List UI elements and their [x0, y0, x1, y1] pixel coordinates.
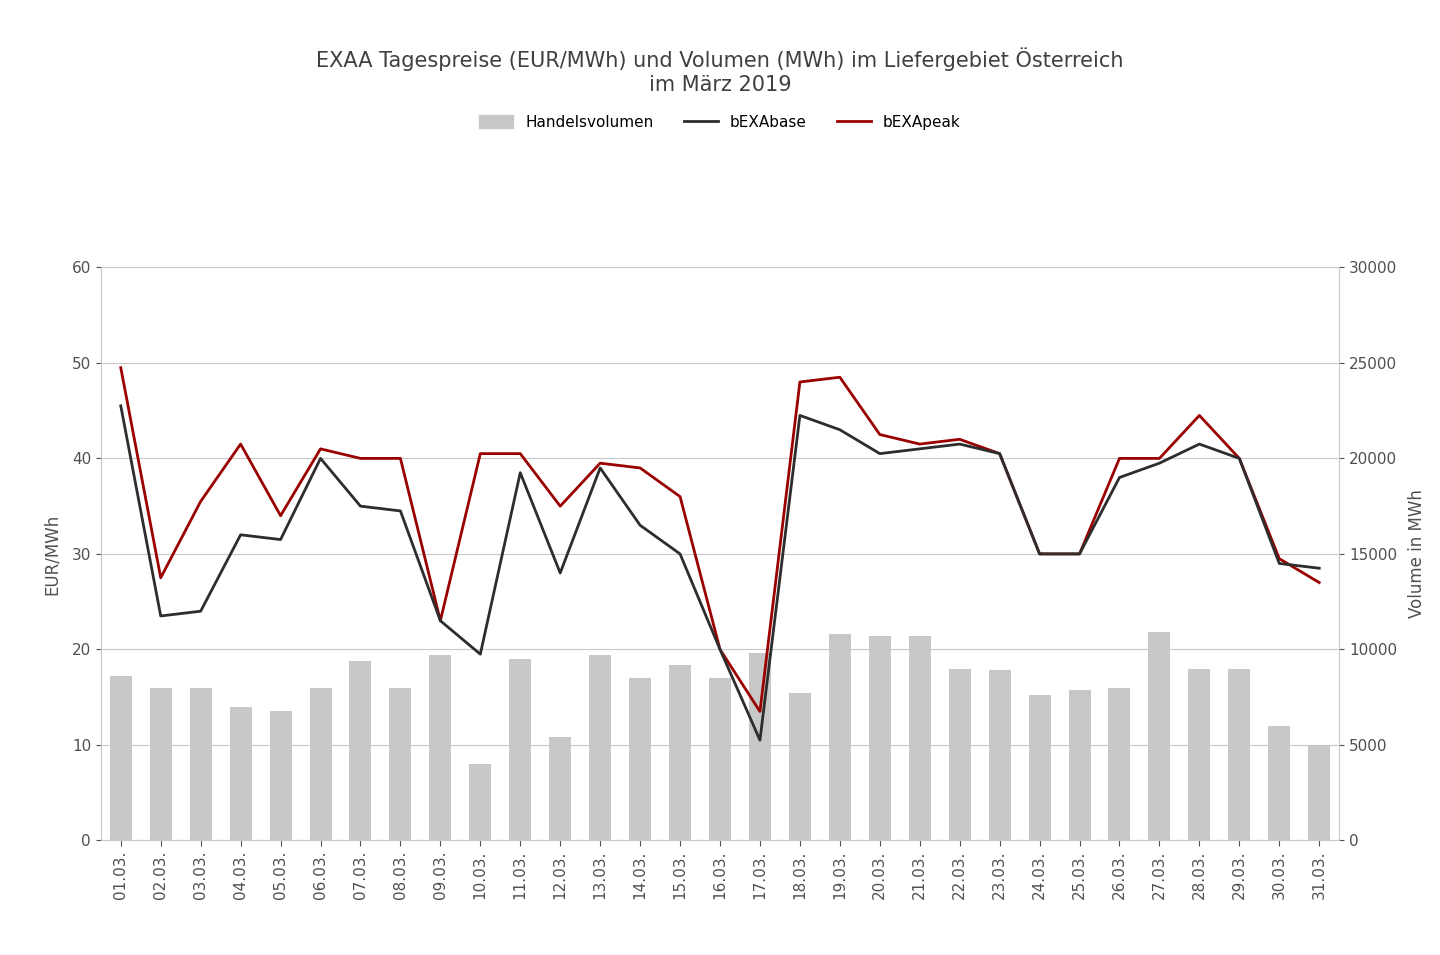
- Text: EXAA Tagespreise (EUR/MWh) und Volumen (MWh) im Liefergebiet Österreich
im März : EXAA Tagespreise (EUR/MWh) und Volumen (…: [317, 48, 1123, 95]
- Bar: [1149, 632, 1171, 840]
- Bar: [469, 764, 491, 840]
- Bar: [1068, 690, 1090, 840]
- Legend: Handelsvolumen, bEXAbase, bEXApeak: Handelsvolumen, bEXAbase, bEXApeak: [480, 115, 960, 130]
- Bar: [989, 670, 1011, 840]
- Bar: [1188, 668, 1211, 840]
- Bar: [1269, 726, 1290, 840]
- Y-axis label: EUR/MWh: EUR/MWh: [43, 513, 60, 595]
- Bar: [629, 678, 651, 840]
- Bar: [868, 636, 891, 840]
- Bar: [190, 688, 212, 840]
- Bar: [589, 655, 611, 840]
- Bar: [1028, 695, 1051, 840]
- Bar: [708, 678, 732, 840]
- Bar: [1109, 688, 1130, 840]
- Bar: [389, 688, 412, 840]
- Bar: [310, 688, 331, 840]
- Bar: [829, 634, 851, 840]
- Bar: [949, 668, 971, 840]
- Bar: [269, 711, 291, 840]
- Bar: [229, 707, 252, 840]
- Bar: [429, 655, 451, 840]
- Y-axis label: Volume in MWh: Volume in MWh: [1408, 490, 1426, 618]
- Bar: [549, 737, 572, 840]
- Bar: [909, 636, 930, 840]
- Bar: [1228, 668, 1250, 840]
- Bar: [510, 659, 531, 840]
- Bar: [670, 665, 691, 840]
- Bar: [109, 676, 132, 840]
- Bar: [350, 661, 372, 840]
- Bar: [1309, 745, 1331, 840]
- Bar: [749, 653, 770, 840]
- Bar: [150, 688, 171, 840]
- Bar: [789, 693, 811, 840]
